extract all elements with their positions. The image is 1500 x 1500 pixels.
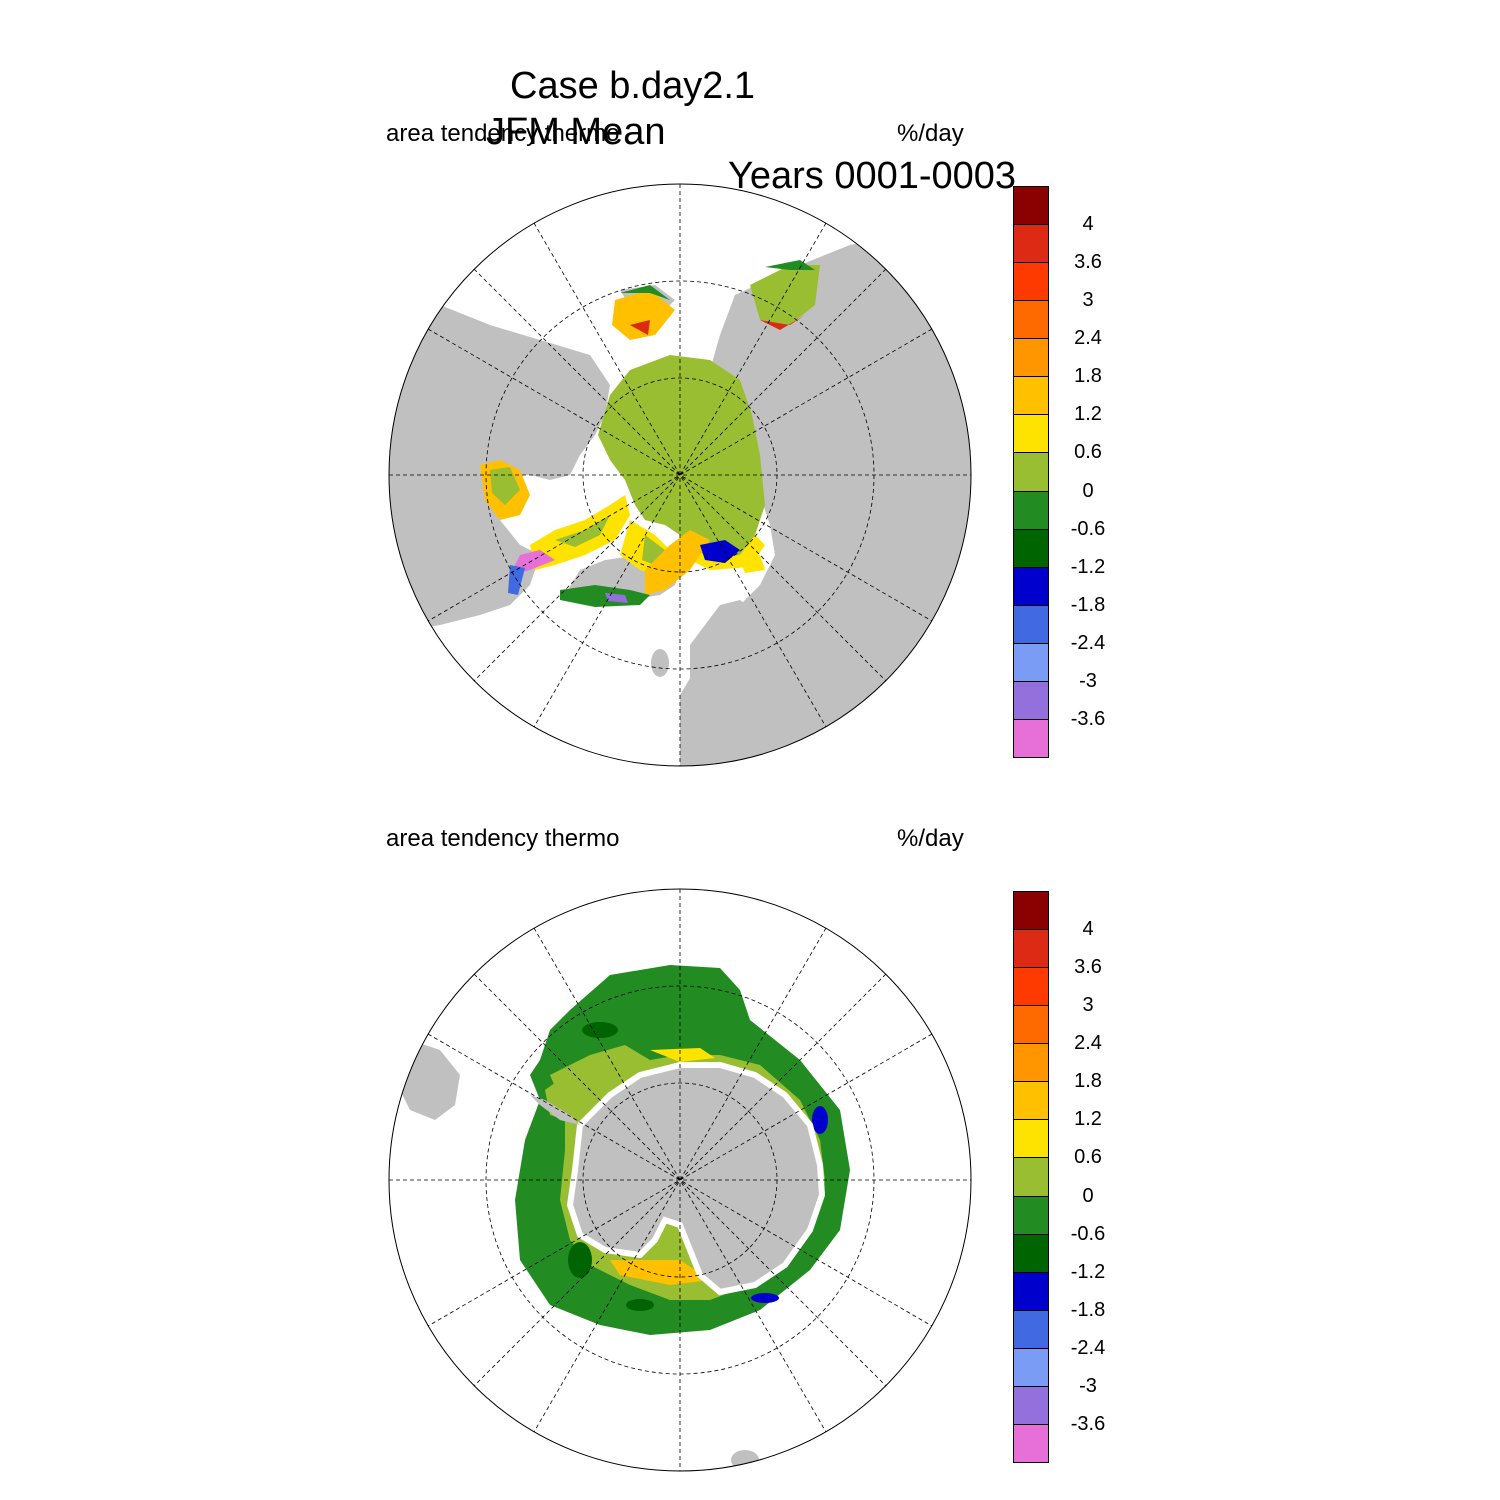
north-colorbar-box <box>1013 186 1049 226</box>
south-colorbar-box <box>1013 1081 1049 1121</box>
north-colorbar-box <box>1013 528 1049 568</box>
north-colorbar-label: -1.8 <box>1070 593 1106 616</box>
south-colorbar-box <box>1013 1119 1049 1159</box>
figure-title-line2: JFM Mean Years 0001-0003 <box>0 66 1500 198</box>
north-colorbar-label: 0 <box>1082 479 1094 502</box>
south-colorbar-label: -1.2 <box>1070 1260 1106 1283</box>
north-colorbar <box>1013 186 1049 758</box>
north-sea-ice <box>480 260 820 607</box>
south-colorbar-label: -0.6 <box>1070 1222 1106 1245</box>
south-colorbar-box <box>1013 1423 1049 1463</box>
south-colorbar-label: -2.4 <box>1070 1336 1106 1359</box>
figure-title-line1: Case b.day2.1 <box>0 20 1500 108</box>
south-colorbar <box>1013 891 1049 1463</box>
case-title: Case b.day2.1 <box>510 65 756 107</box>
north-colorbar-label: -1.2 <box>1070 555 1106 578</box>
south-colorbar-label: 1.8 <box>1074 1070 1102 1093</box>
north-colorbar-box <box>1013 300 1049 340</box>
north-colorbar-box <box>1013 224 1049 264</box>
north-colorbar-label: 3 <box>1082 289 1094 312</box>
south-colorbar-label: 3 <box>1082 994 1094 1017</box>
south-colorbar-label: 2.4 <box>1074 1032 1102 1055</box>
south-colorbar-label: 4 <box>1082 918 1094 941</box>
north-colorbar-label: 4 <box>1082 213 1094 236</box>
north-colorbar-label: 0.6 <box>1074 441 1102 464</box>
north-colorbar-box <box>1013 338 1049 378</box>
south-colorbar-label: 0.6 <box>1074 1146 1102 1169</box>
south-colorbar-box <box>1013 1271 1049 1311</box>
south-map-border <box>388 888 972 1472</box>
north-colorbar-box <box>1013 452 1049 492</box>
season-title: JFM Mean <box>486 111 666 153</box>
south-graticule <box>389 889 971 1471</box>
south-colorbar-label: 1.2 <box>1074 1108 1102 1131</box>
north-colorbar-box <box>1013 566 1049 606</box>
north-colorbar-label: -3.6 <box>1070 707 1106 730</box>
north-map-border <box>388 183 972 767</box>
south-polar-map <box>388 888 972 1472</box>
north-colorbar-box <box>1013 680 1049 720</box>
north-colorbar-box <box>1013 414 1049 454</box>
south-colorbar-box <box>1013 1347 1049 1387</box>
south-colorbar-box <box>1013 929 1049 969</box>
south-colorbar-label: -3.6 <box>1070 1412 1106 1435</box>
south-colorbar-box <box>1013 1385 1049 1425</box>
north-variable-label: area tendency thermo <box>386 120 620 147</box>
south-colorbar-label: 3.6 <box>1074 956 1102 979</box>
north-colorbar-label: -0.6 <box>1070 517 1106 540</box>
north-colorbar-box <box>1013 604 1049 644</box>
south-colorbar-box <box>1013 1005 1049 1045</box>
south-colorbar-box <box>1013 1233 1049 1273</box>
south-colorbar-label: -1.8 <box>1070 1298 1106 1321</box>
north-polar-map <box>388 183 972 767</box>
north-colorbar-label: 1.8 <box>1074 365 1102 388</box>
north-colorbar-label: 1.2 <box>1074 403 1102 426</box>
north-colorbar-label: 3.6 <box>1074 251 1102 274</box>
north-colorbar-label: 2.4 <box>1074 327 1102 350</box>
south-units-label: %/day <box>897 825 964 852</box>
south-colorbar-box <box>1013 1195 1049 1235</box>
south-colorbar-label: 0 <box>1082 1184 1094 1207</box>
south-colorbar-box <box>1013 1157 1049 1197</box>
north-colorbar-label: -3 <box>1079 669 1097 692</box>
north-graticule <box>389 184 971 766</box>
south-colorbar-box <box>1013 967 1049 1007</box>
north-colorbar-box <box>1013 262 1049 302</box>
north-colorbar-box <box>1013 642 1049 682</box>
years-title: Years 0001-0003 <box>728 155 1017 197</box>
north-colorbar-label: -2.4 <box>1070 631 1106 654</box>
north-colorbar-box <box>1013 718 1049 758</box>
south-colorbar-box <box>1013 1043 1049 1083</box>
north-colorbar-box <box>1013 490 1049 530</box>
south-variable-label: area tendency thermo <box>386 825 620 852</box>
north-units-label: %/day <box>897 120 964 147</box>
south-colorbar-box <box>1013 1309 1049 1349</box>
north-colorbar-box <box>1013 376 1049 416</box>
south-colorbar-label: -3 <box>1079 1374 1097 1397</box>
south-colorbar-box <box>1013 891 1049 931</box>
